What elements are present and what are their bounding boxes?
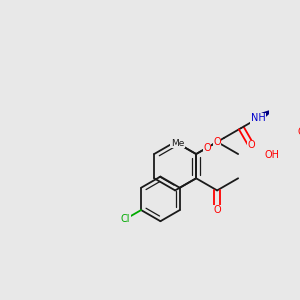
Text: Cl: Cl <box>121 214 130 224</box>
Text: O: O <box>298 127 300 136</box>
Text: O: O <box>213 137 221 147</box>
Text: OH: OH <box>264 150 279 160</box>
Text: O: O <box>213 205 221 215</box>
Text: O: O <box>203 143 211 153</box>
Text: NH: NH <box>251 113 266 123</box>
Polygon shape <box>262 108 275 118</box>
Text: O: O <box>247 140 255 150</box>
Text: Me: Me <box>171 139 184 148</box>
